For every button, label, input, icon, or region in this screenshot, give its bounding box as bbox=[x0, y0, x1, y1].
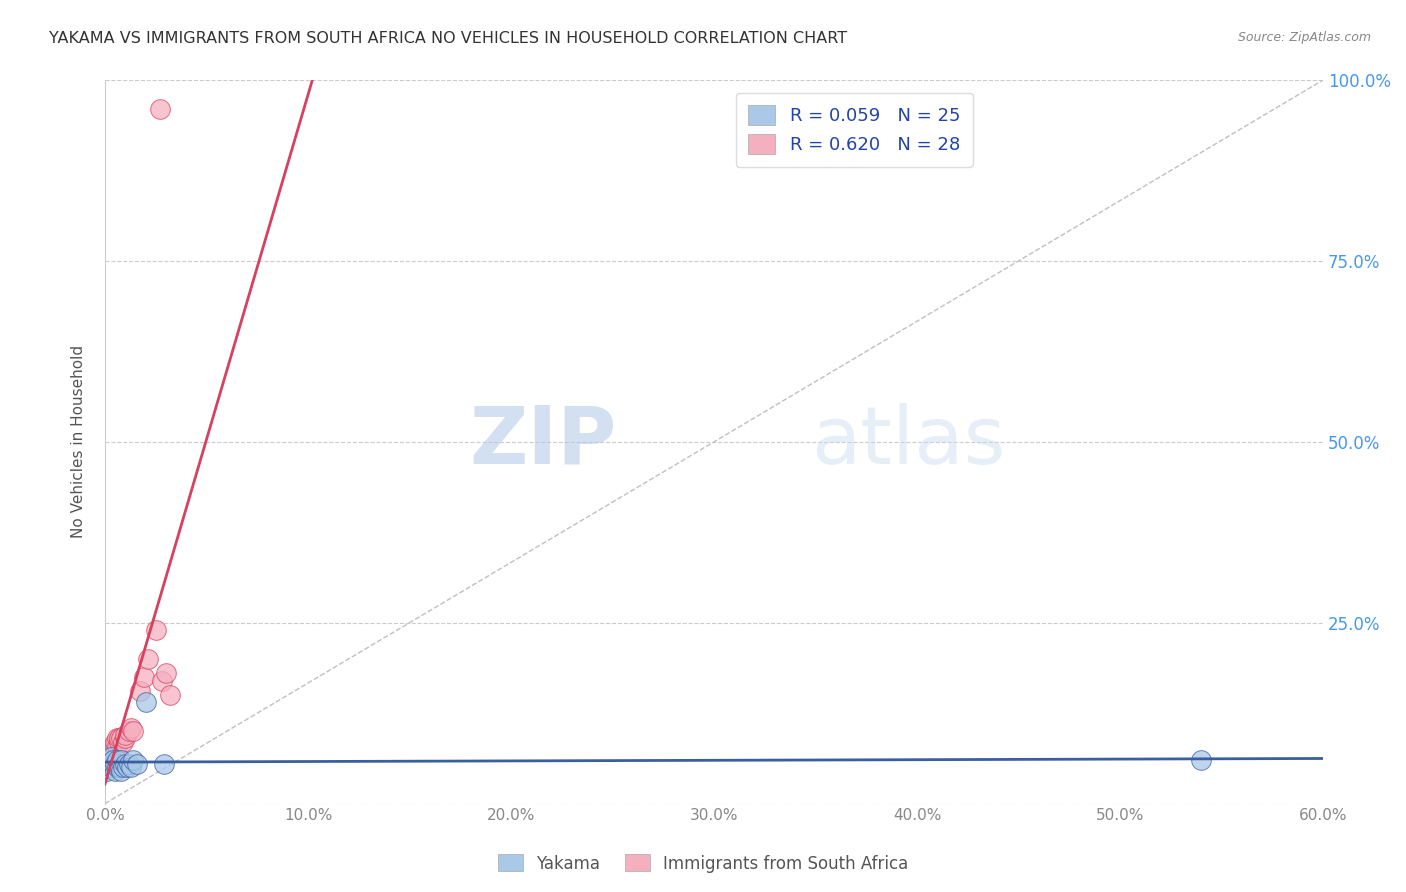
Text: ZIP: ZIP bbox=[470, 403, 617, 481]
Point bbox=[96, 753, 118, 767]
Point bbox=[110, 764, 132, 778]
Point bbox=[104, 764, 127, 778]
Point bbox=[122, 724, 145, 739]
Point bbox=[155, 666, 177, 681]
Point bbox=[100, 746, 122, 760]
Point bbox=[132, 670, 155, 684]
Point bbox=[105, 753, 128, 767]
Point bbox=[104, 756, 127, 771]
Point bbox=[120, 760, 142, 774]
Point bbox=[112, 760, 135, 774]
Point bbox=[110, 753, 132, 767]
Point bbox=[101, 753, 124, 767]
Y-axis label: No Vehicles in Household: No Vehicles in Household bbox=[72, 345, 86, 539]
Point bbox=[98, 756, 121, 771]
Point bbox=[120, 721, 142, 735]
Point bbox=[108, 731, 131, 746]
Point bbox=[108, 760, 131, 774]
Point bbox=[105, 739, 128, 753]
Point bbox=[149, 102, 172, 116]
Point bbox=[101, 739, 124, 753]
Point bbox=[112, 735, 135, 749]
Point bbox=[117, 760, 139, 774]
Point bbox=[127, 756, 149, 771]
Point bbox=[100, 760, 122, 774]
Text: atlas: atlas bbox=[811, 403, 1005, 481]
Point bbox=[98, 753, 121, 767]
Point bbox=[105, 760, 128, 774]
Point bbox=[100, 749, 122, 764]
Point bbox=[150, 673, 173, 688]
Legend: Yakama, Immigrants from South Africa: Yakama, Immigrants from South Africa bbox=[491, 847, 915, 880]
Point bbox=[108, 756, 131, 771]
Point bbox=[104, 735, 127, 749]
Legend: R = 0.059   N = 25, R = 0.620   N = 28: R = 0.059 N = 25, R = 0.620 N = 28 bbox=[735, 93, 973, 167]
Point bbox=[145, 623, 167, 637]
Point bbox=[108, 735, 131, 749]
Point bbox=[98, 746, 121, 760]
Point bbox=[135, 695, 157, 709]
Point bbox=[100, 742, 122, 756]
Point bbox=[101, 742, 124, 756]
Point bbox=[122, 753, 145, 767]
Point bbox=[114, 728, 136, 742]
Point bbox=[114, 731, 136, 746]
Point bbox=[101, 756, 124, 771]
Point bbox=[96, 764, 118, 778]
Text: Source: ZipAtlas.com: Source: ZipAtlas.com bbox=[1237, 31, 1371, 45]
Point bbox=[104, 739, 127, 753]
Point bbox=[114, 756, 136, 771]
Point bbox=[136, 652, 159, 666]
Point bbox=[128, 684, 150, 698]
Point bbox=[118, 724, 141, 739]
Point bbox=[98, 749, 121, 764]
Point bbox=[105, 731, 128, 746]
Point bbox=[118, 756, 141, 771]
Text: YAKAMA VS IMMIGRANTS FROM SOUTH AFRICA NO VEHICLES IN HOUSEHOLD CORRELATION CHAR: YAKAMA VS IMMIGRANTS FROM SOUTH AFRICA N… bbox=[49, 31, 848, 46]
Point bbox=[159, 688, 181, 702]
Point bbox=[153, 756, 176, 771]
Point bbox=[1189, 753, 1212, 767]
Point bbox=[110, 731, 132, 746]
